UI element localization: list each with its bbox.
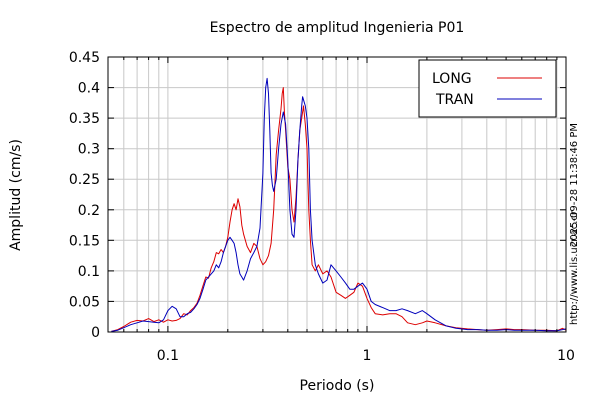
legend-label-long: LONG — [432, 71, 472, 87]
y-tick-label: 0.2 — [78, 203, 100, 219]
legend-label-tran: TRAN — [435, 92, 474, 108]
timestamp-label: 2025-09-28 11:38:46 PM — [569, 123, 580, 247]
y-tick-label: 0.05 — [69, 294, 100, 310]
y-tick-label: 0.15 — [69, 233, 100, 249]
y-tick-label: 0.25 — [69, 172, 100, 188]
legend-box — [418, 59, 557, 118]
series-layer — [111, 77, 567, 332]
legend: LONG TRAN — [418, 59, 557, 118]
x-axis-label: Periodo (s) — [300, 378, 375, 394]
chart-title: Espectro de amplitud Ingenieria P01 — [210, 20, 465, 36]
series-line-tran — [111, 77, 567, 332]
y-tick-label: 0.1 — [78, 264, 100, 280]
x-tick-label: 1 — [363, 348, 372, 364]
series-line-long — [111, 87, 567, 332]
source-url-label: http://www.lis.ucr.ac.cr — [569, 210, 580, 325]
y-tick-label: 0.4 — [78, 81, 100, 97]
x-tick-label: 10 — [557, 348, 575, 364]
grid — [107, 56, 567, 333]
y-tick-label: 0.3 — [78, 142, 100, 158]
y-tick-label: 0.45 — [69, 50, 100, 66]
y-tick-label: 0 — [91, 325, 100, 341]
y-axis-label: Amplitud (cm/s) — [8, 139, 24, 251]
x-tick-label: 0.1 — [157, 348, 179, 364]
y-tick-label: 0.35 — [69, 111, 100, 127]
ticks: 0 0.05 0.1 0.15 0.2 0.25 0.3 0.35 0.4 0.45 0.1 1 10 — [69, 50, 575, 364]
plot-frame — [107, 56, 567, 333]
